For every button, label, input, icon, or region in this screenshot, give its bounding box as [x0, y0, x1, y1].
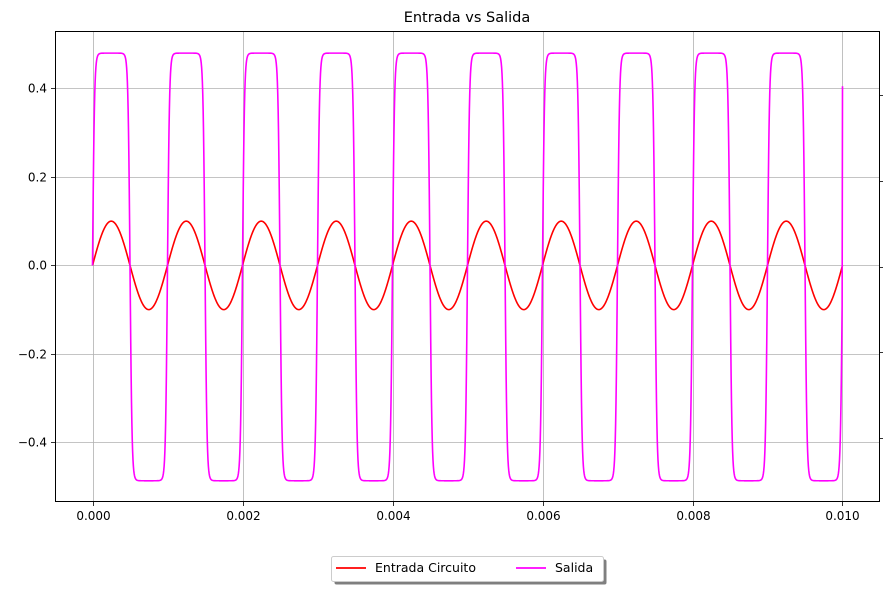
x-tick-label: 0.000 [76, 509, 110, 523]
legend-label-entrada: Entrada Circuito [375, 560, 476, 575]
plot-frame [55, 31, 880, 502]
y-axis-ticks: −0.4 −0.2 0.0 0.2 0.4 [18, 82, 55, 450]
legend: Entrada Circuito Salida [331, 556, 607, 585]
y-tick-label: 0.0 [28, 259, 47, 273]
y-tick-label: −0.4 [18, 436, 47, 450]
x-tick-label: 0.008 [676, 509, 710, 523]
x-tick-label: 0.004 [376, 509, 410, 523]
x-axis-ticks: 0.000 0.002 0.004 0.006 0.008 0.010 [76, 502, 860, 523]
legend-box [331, 556, 604, 582]
y-tick-label: 0.4 [28, 82, 47, 96]
x-tick-label: 0.010 [825, 509, 859, 523]
series-layer [91, 52, 844, 482]
y-tick-label: 0.2 [28, 171, 47, 185]
legend-label-salida: Salida [555, 560, 593, 575]
x-tick-label: 0.006 [526, 509, 560, 523]
series-line-salida [91, 52, 844, 482]
chart-title: Entrada vs Salida [404, 10, 531, 26]
y-tick-label: −0.2 [18, 348, 47, 362]
x-tick-label: 0.002 [226, 509, 260, 523]
right-axis-ticks [880, 95, 883, 439]
